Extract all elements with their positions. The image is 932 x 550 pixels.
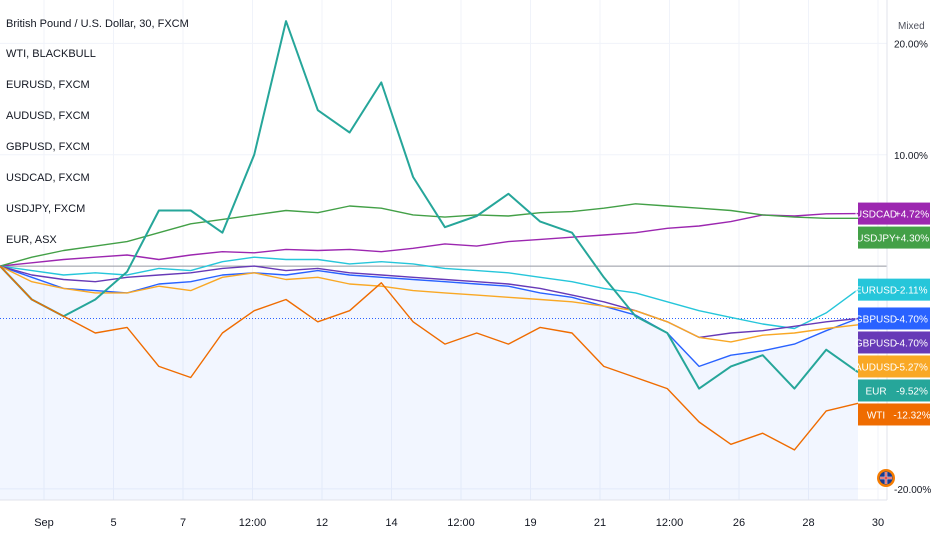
- x-tick-label: 30: [872, 517, 884, 529]
- series-layer: [0, 20, 859, 451]
- legend-item[interactable]: GBPUSD, FXCM: [6, 141, 90, 153]
- tag-series-value: -4.70%: [896, 338, 928, 349]
- time-scale[interactable]: Sep 5 7 12:00 12 14 12:00 19 21 12:00 26 28 30: [34, 517, 884, 529]
- legend-item[interactable]: USDCAD, FXCM: [6, 172, 90, 184]
- x-tick-label: 28: [802, 517, 814, 529]
- x-tick-label: 19: [524, 517, 536, 529]
- series-line-eurusd[interactable]: [0, 256, 859, 330]
- value-tag-eurusd: EURUSD -2.11%: [855, 278, 930, 301]
- legend-item[interactable]: AUDUSD, FXCM: [6, 110, 90, 122]
- series-line-usdcad[interactable]: [0, 212, 859, 267]
- legend-item[interactable]: USDJPY, FXCM: [6, 203, 86, 215]
- legend-main-symbol[interactable]: British Pound / U.S. Dollar, 30, FXCM: [6, 18, 189, 30]
- y-tick-label: -20.00%: [894, 485, 931, 496]
- tag-series-name: GBPUSD: [855, 338, 897, 349]
- value-tag-wti: WTI -12.32%: [858, 403, 931, 426]
- series-line-gbpusd[interactable]: [0, 265, 859, 339]
- tag-series-value: -2.11%: [897, 286, 928, 297]
- value-tag-eur: EUR -9.52%: [858, 379, 930, 402]
- value-tag-audusd: AUDUSD -5.27%: [855, 355, 930, 378]
- legend-item[interactable]: EURUSD, FXCM: [6, 79, 90, 91]
- tag-series-value: -12.32%: [893, 410, 930, 421]
- union-jack-icon[interactable]: [877, 469, 895, 487]
- tag-series-name: WTI: [867, 410, 885, 421]
- legend-item[interactable]: EUR, ASX: [6, 234, 57, 246]
- value-tag-usdjpy: USDJPY +4.30%: [856, 226, 930, 249]
- tag-series-name: USDJPY: [856, 234, 896, 245]
- scale-mode-label[interactable]: Mixed: [898, 21, 925, 32]
- x-tick-label: 12:00: [447, 517, 475, 529]
- tag-series-name: GBPUSD: [855, 314, 897, 325]
- legend-item[interactable]: WTI, BLACKBULL: [6, 48, 96, 60]
- value-tag-gbpusd: GBPUSD -4.70%: [855, 331, 930, 354]
- value-tag-usdcad: USDCAD+4.72%: [855, 202, 930, 225]
- tag-series-name: EUR: [865, 386, 886, 397]
- x-tick-label: 14: [385, 517, 397, 529]
- tag-series-value: +4.30%: [895, 234, 929, 245]
- tag-series-name: USDCAD: [855, 210, 897, 221]
- series-line-audusd[interactable]: [0, 265, 859, 343]
- y-tick-label: 10.00%: [894, 151, 928, 162]
- x-tick-label: 7: [180, 517, 186, 529]
- x-tick-label: 12:00: [239, 517, 267, 529]
- series-value-tags: USDCAD+4.72%USDJPY +4.30%EURUSD -2.11%GBPU…: [855, 202, 931, 426]
- x-tick-label: 26: [733, 517, 745, 529]
- x-tick-label: 12:00: [656, 517, 684, 529]
- main-series-area: [0, 266, 858, 500]
- x-tick-label: Sep: [34, 517, 54, 529]
- tag-series-value: -4.70%: [896, 314, 928, 325]
- y-tick-label: 20.00%: [894, 39, 928, 50]
- price-scale[interactable]: 20.00% 10.00% -20.00%: [894, 39, 931, 495]
- tag-series-value: -9.52%: [896, 386, 928, 397]
- x-tick-label: 21: [594, 517, 606, 529]
- series-line-wti[interactable]: [0, 265, 859, 451]
- value-tag-gbpusd: GBPUSD -4.70%: [855, 307, 930, 330]
- tag-series-name: AUDUSD: [855, 362, 897, 373]
- series-line-usdjpy[interactable]: [0, 203, 858, 267]
- tag-series-value: -5.27%: [896, 362, 928, 373]
- tag-series-value: +4.72%: [895, 210, 929, 221]
- x-tick-label: 5: [110, 517, 116, 529]
- tag-series-name: EURUSD: [855, 286, 897, 297]
- grid: [0, 0, 887, 500]
- series-line-gbpusd[interactable]: [0, 265, 859, 368]
- x-tick-label: 12: [316, 517, 328, 529]
- series-line-eur[interactable]: [0, 20, 859, 390]
